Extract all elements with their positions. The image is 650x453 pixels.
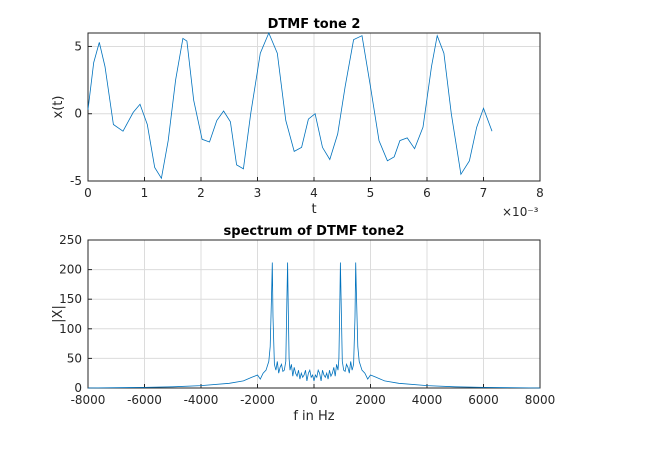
time-x-tick-label: 1 — [141, 186, 149, 200]
spectrum-x-tick-label: -4000 — [184, 393, 219, 407]
spectrum-y-tick-label: 0 — [74, 381, 82, 395]
spectrum-x-tick-label: 2000 — [355, 393, 386, 407]
time-y-tick-label: -5 — [70, 174, 82, 188]
time-series-line — [87, 31, 493, 180]
time-x-tick-label: 8 — [536, 186, 544, 200]
spectrum-y-tick-label: 250 — [59, 233, 82, 247]
spectrum-y-tick-label: 200 — [59, 263, 82, 277]
spectrum-x-tick-label: -8000 — [71, 393, 106, 407]
spectrum-x-tick-label: 6000 — [468, 393, 499, 407]
time-x-tick-label: 3 — [254, 186, 262, 200]
time-x-tick-label: 7 — [480, 186, 488, 200]
spectrum-series-line — [87, 262, 541, 389]
spectrum-x-tick-label: 8000 — [525, 393, 556, 407]
spectrum-x-tick-label: -6000 — [127, 393, 162, 407]
time-x-tick-label: 6 — [423, 186, 431, 200]
time-y-tick-label: 5 — [74, 39, 82, 53]
spectrum-plot: -8000 -6000 -4000 -2000 0 2000 4000 6000 8000 0 50… — [51, 224, 555, 424]
time-x-exponent-label: ×10⁻³ — [502, 205, 539, 219]
spectrum-x-tick-label: 4000 — [412, 393, 443, 407]
time-x-tick-label: 0 — [84, 186, 92, 200]
time-x-tick-label: 2 — [197, 186, 205, 200]
spectrum-y-tick-label: 50 — [67, 351, 82, 365]
spectrum-axes-frame — [87, 239, 541, 389]
spectrum-y-tick-label: 100 — [59, 322, 82, 336]
spectrum-y-axis-label: |X| — [51, 305, 66, 323]
spectrum-chart-title: spectrum of DTMF tone2 — [224, 224, 405, 239]
spectrum-x-axis-label: f in Hz — [293, 409, 334, 424]
time-chart-title: DTMF tone 2 — [268, 17, 361, 32]
time-x-tick-label: 4 — [310, 186, 318, 200]
time-x-axis-label: t — [311, 202, 316, 217]
spectrum-y-tick-label: 150 — [59, 292, 82, 306]
spectrum-x-tick-label: -2000 — [240, 393, 275, 407]
time-y-axis-label: x(t) — [51, 96, 66, 119]
time-y-tick-label: 0 — [74, 107, 82, 121]
time-x-tick-label: 5 — [367, 186, 375, 200]
spectrum-x-tick-label: 0 — [310, 393, 318, 407]
